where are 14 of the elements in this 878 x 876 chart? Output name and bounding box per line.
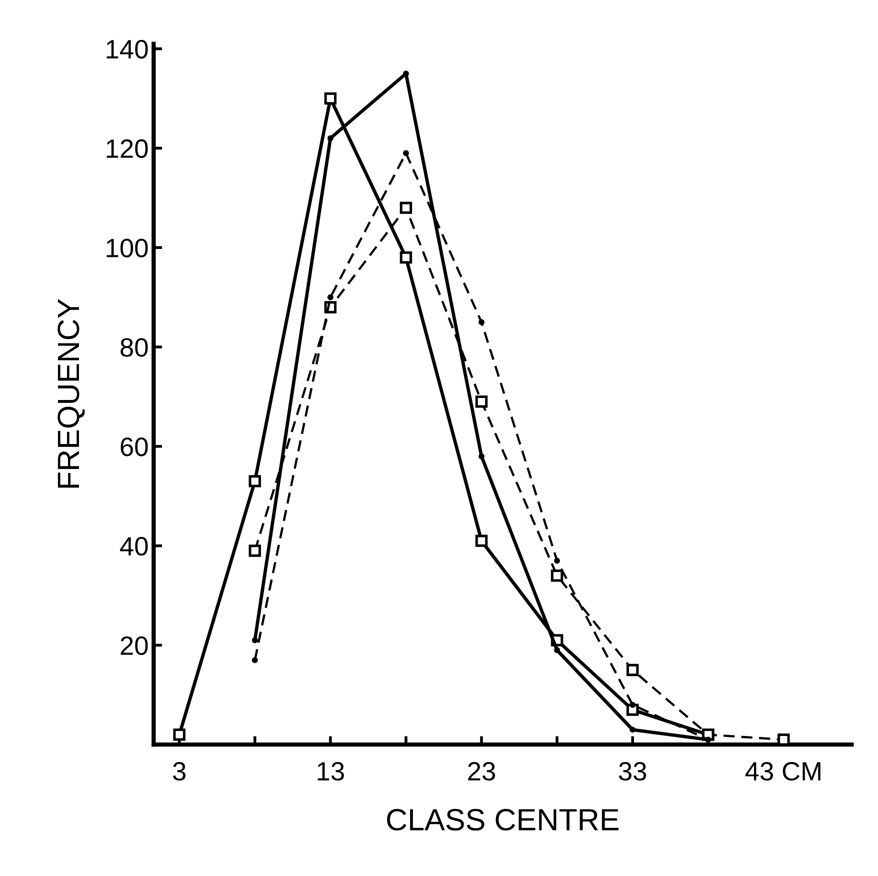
x-axis-title: CLASS CENTRE: [387, 808, 618, 831]
y-tick-label: 120: [106, 139, 148, 158]
y-tick-label: 100: [106, 238, 148, 258]
y-axis-title: FREQUENCY: [58, 298, 85, 488]
x-tick-label: 3: [173, 762, 186, 781]
x-tick-label: 23: [468, 762, 496, 781]
x-tick-label: 43 CM: [745, 762, 820, 781]
y-tick-label: 40: [120, 536, 148, 556]
x-tick-label: 13: [318, 762, 344, 781]
y-tick-label: 60: [120, 438, 148, 456]
y-tick-label: 140: [106, 40, 148, 59]
y-tick-label: 80: [120, 338, 148, 357]
y-tick-label: 20: [120, 636, 148, 656]
x-tick-label: 33: [618, 762, 646, 781]
